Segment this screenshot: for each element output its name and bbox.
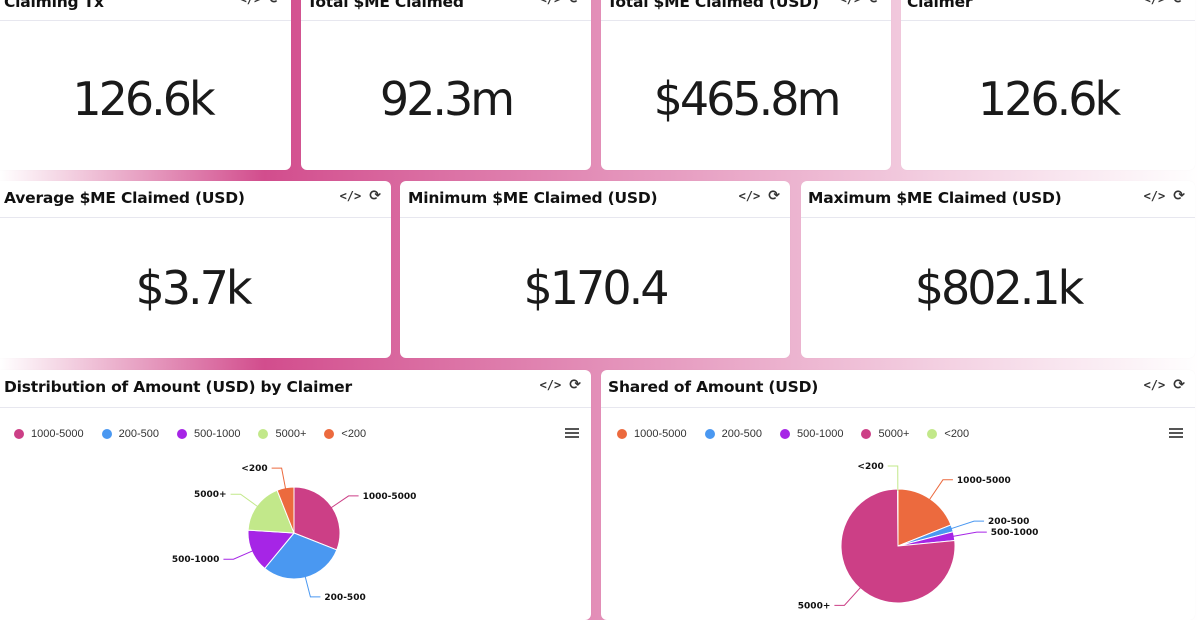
- card-title: Minimum $ME Claimed (USD): [408, 189, 657, 207]
- card-actions: </> ⟳: [340, 189, 381, 203]
- card-header: Claimer </> ⟳: [901, 0, 1195, 21]
- card-header: Maximum $ME Claimed (USD) </> ⟳: [801, 181, 1195, 218]
- card-title: Average $ME Claimed (USD): [4, 189, 245, 207]
- card-title: Claiming Tx: [4, 0, 104, 11]
- card-actions: </> ⟳: [540, 0, 581, 6]
- pie-connector: [231, 494, 259, 507]
- pie-connector: [223, 550, 253, 559]
- refresh-icon[interactable]: ⟳: [269, 0, 281, 6]
- pie-data-label: 1000-5000: [363, 492, 417, 502]
- pie-connector: [929, 480, 953, 501]
- card-header: Total $ME Claimed </> ⟳: [301, 0, 591, 21]
- refresh-icon[interactable]: ⟳: [369, 189, 381, 203]
- pie-data-label: 500-1000: [991, 528, 1039, 538]
- code-icon[interactable]: </>: [1144, 0, 1166, 6]
- card-actions: </> ⟳: [840, 0, 881, 6]
- chart-card-distribution: Distribution of Amount (USD) by Claimer …: [0, 370, 591, 620]
- pie-data-label: 500-1000: [172, 555, 220, 565]
- card-actions: </> ⟳: [240, 0, 281, 6]
- card-actions: </> ⟳: [1144, 0, 1185, 6]
- pie-connector: [834, 587, 861, 606]
- card-title: Claimer: [907, 0, 972, 11]
- pie-data-label: <200: [857, 462, 883, 472]
- pie-data-label: 200-500: [988, 517, 1029, 527]
- pie-connector: [952, 532, 987, 536]
- refresh-icon[interactable]: ⟳: [869, 0, 881, 6]
- card-header: Total $ME Claimed (USD) </> ⟳: [601, 0, 891, 21]
- metric-value: 92.3m: [301, 72, 591, 126]
- metric-value: $802.1k: [801, 261, 1195, 315]
- metric-value: 126.6k: [901, 72, 1195, 126]
- card-title: Maximum $ME Claimed (USD): [808, 189, 1062, 207]
- code-icon[interactable]: </>: [840, 0, 862, 6]
- pie-connector: [950, 521, 984, 529]
- metric-value: $3.7k: [0, 261, 391, 315]
- pie-connector: [305, 576, 320, 597]
- card-header: Claiming Tx </> ⟳: [0, 0, 291, 21]
- refresh-icon[interactable]: ⟳: [1173, 189, 1185, 203]
- pie-connector: [330, 496, 358, 508]
- card-actions: </> ⟳: [1144, 189, 1185, 203]
- metric-card-minimum-claimed-usd: Minimum $ME Claimed (USD) </> ⟳ $170.4: [400, 181, 790, 358]
- metric-value: $170.4: [400, 261, 790, 315]
- code-icon[interactable]: </>: [1144, 189, 1166, 203]
- pie-data-label: 1000-5000: [957, 476, 1011, 486]
- metric-card-total-me-claimed-usd: Total $ME Claimed (USD) </> ⟳ $465.8m: [601, 0, 891, 170]
- metric-card-average-claimed-usd: Average $ME Claimed (USD) </> ⟳ $3.7k: [0, 181, 391, 358]
- pie-data-label: <200: [241, 464, 267, 474]
- code-icon[interactable]: </>: [540, 0, 562, 6]
- card-title: Total $ME Claimed (USD): [607, 0, 819, 11]
- pie-data-label: 5000+: [194, 490, 227, 500]
- card-header: Average $ME Claimed (USD) </> ⟳: [0, 181, 391, 218]
- refresh-icon[interactable]: ⟳: [569, 0, 581, 6]
- metric-card-claiming-tx: Claiming Tx </> ⟳ 126.6k: [0, 0, 291, 170]
- metric-card-claimer: Claimer </> ⟳ 126.6k: [901, 0, 1195, 170]
- card-header: Minimum $ME Claimed (USD) </> ⟳: [400, 181, 790, 218]
- pie-chart: 1000-5000 200-500 500-1000 5000+ <200: [0, 370, 591, 620]
- code-icon[interactable]: </>: [240, 0, 262, 6]
- pie-connector: [272, 468, 286, 490]
- metric-card-total-me-claimed: Total $ME Claimed </> ⟳ 92.3m: [301, 0, 591, 170]
- card-title: Total $ME Claimed: [307, 0, 464, 11]
- refresh-icon[interactable]: ⟳: [768, 189, 780, 203]
- metric-value: 126.6k: [0, 72, 291, 126]
- card-actions: </> ⟳: [739, 189, 780, 203]
- pie-connector: [888, 466, 898, 491]
- pie-data-label: 200-500: [324, 593, 365, 603]
- metric-value: $465.8m: [601, 72, 891, 126]
- refresh-icon[interactable]: ⟳: [1173, 0, 1185, 6]
- code-icon[interactable]: </>: [340, 189, 362, 203]
- metric-card-maximum-claimed-usd: Maximum $ME Claimed (USD) </> ⟳ $802.1k: [801, 181, 1195, 358]
- code-icon[interactable]: </>: [739, 189, 761, 203]
